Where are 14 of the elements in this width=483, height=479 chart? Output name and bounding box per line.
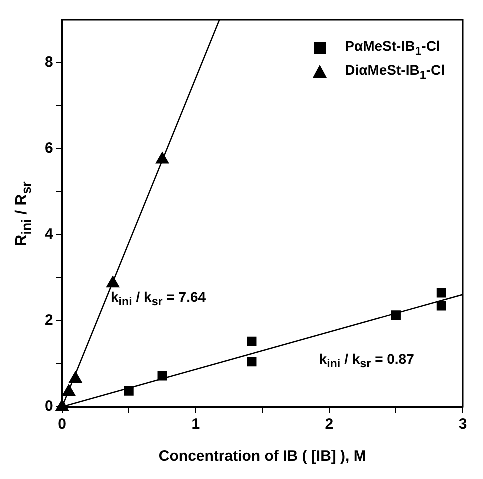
legend-label: DiαMeSt-IB$_{1}$-Cl	[345, 62, 445, 82]
x-tick-label: 0	[58, 416, 67, 434]
x-tick-label: 1	[192, 416, 200, 434]
y-tick-label: 0	[45, 398, 54, 416]
x-tick-label: 3	[458, 416, 468, 434]
annotation: k$_{ini}$ / k$_{sr}$ = 7.64	[110, 288, 206, 308]
x-axis-title: Concentration of IB ( [IB] ), M	[158, 448, 366, 465]
annotation: k$_{ini}$ / k$_{sr}$ = 0.87	[319, 350, 414, 370]
legend-label: PαMeSt-IB$_{1}$-Cl	[345, 38, 440, 58]
y-tick-label: 6	[45, 140, 54, 158]
y-tick-label: 8	[45, 54, 54, 72]
y-tick-label: 4	[45, 226, 54, 244]
y-tick-label: 2	[45, 312, 54, 330]
x-tick-label: 2	[325, 416, 334, 434]
